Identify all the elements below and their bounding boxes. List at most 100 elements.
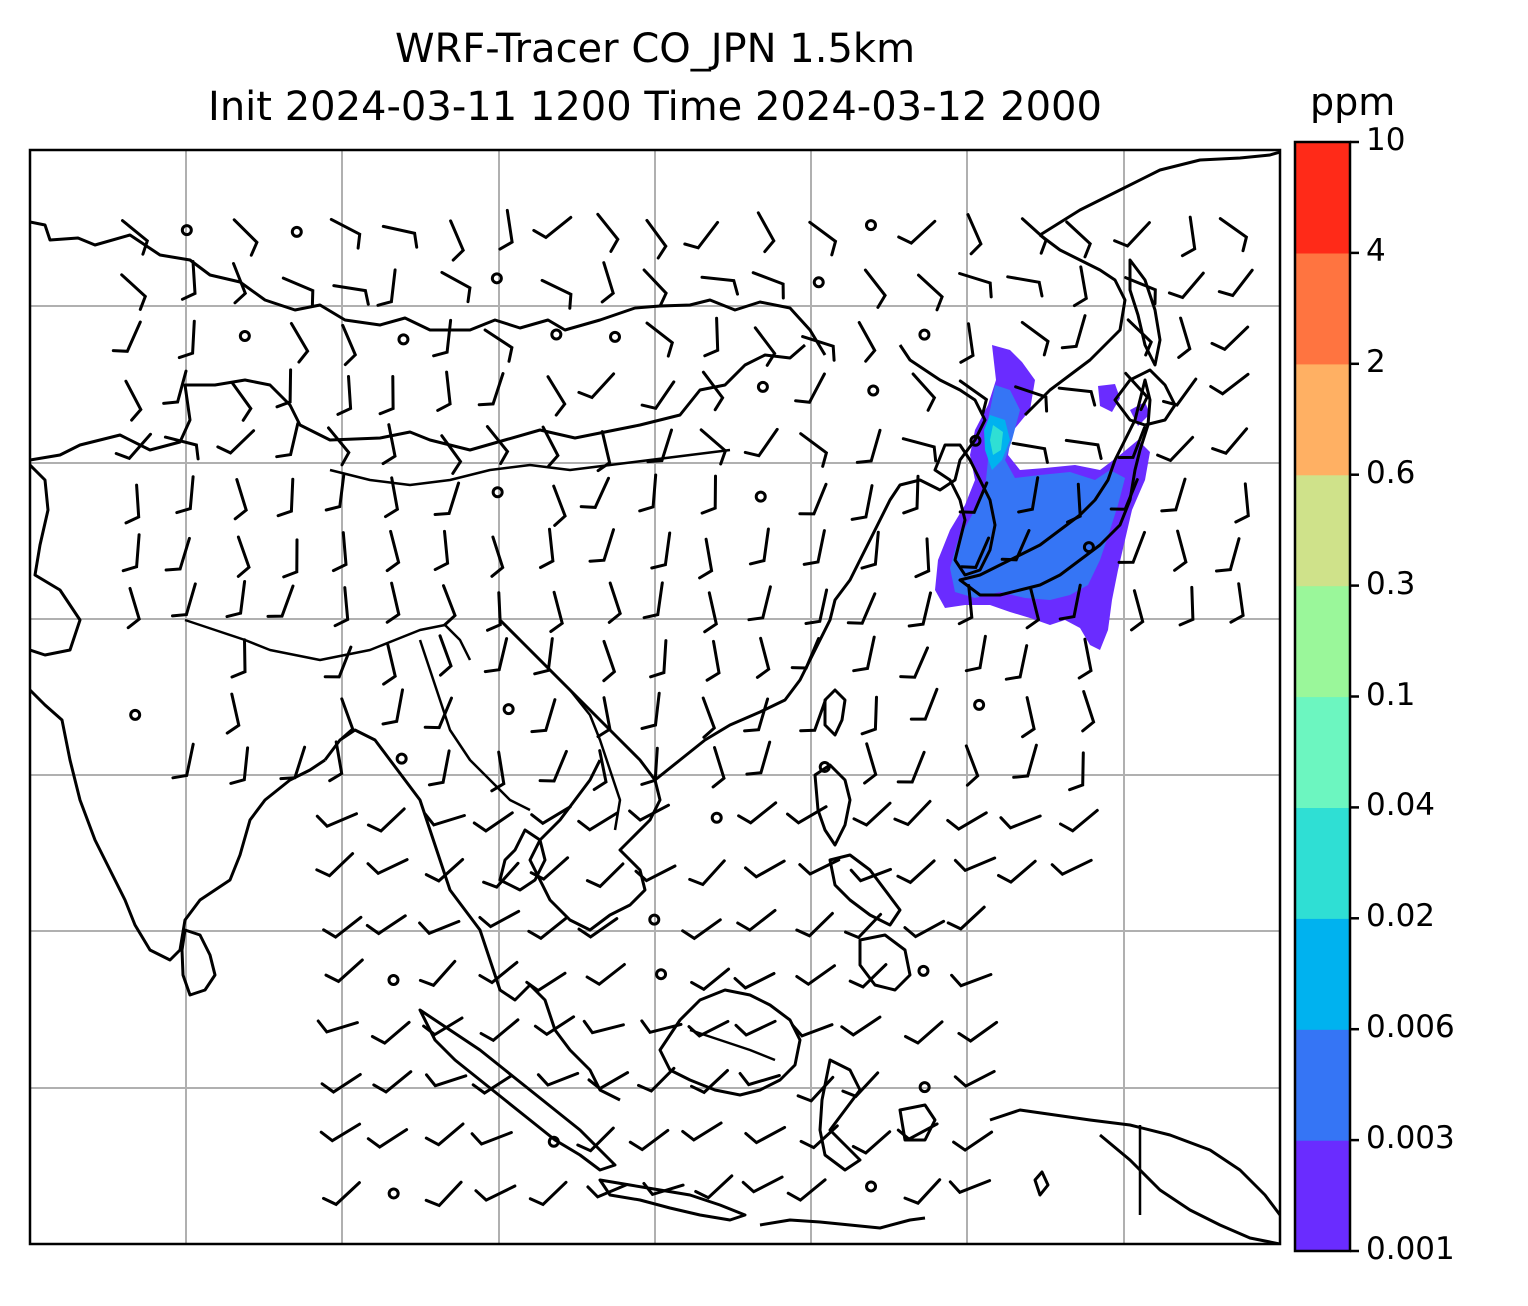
wind-barb	[699, 428, 728, 466]
wind-barb	[324, 473, 346, 512]
map-gridlines	[30, 150, 1280, 1244]
wind-barb	[857, 321, 877, 363]
wind-barb	[786, 1178, 827, 1202]
wind-barb	[849, 867, 892, 883]
coast-new-guinea-south	[1099, 1133, 1280, 1244]
wind-barb	[331, 531, 348, 573]
colorbar-segment	[1295, 142, 1350, 254]
wind-barb	[790, 637, 821, 670]
wind-barb	[1059, 808, 1099, 833]
wind-barb	[688, 859, 726, 887]
wind-barb	[532, 215, 573, 240]
wind-barb	[946, 905, 986, 931]
wind-barb	[1011, 441, 1049, 464]
colorbar-segment	[1295, 1029, 1350, 1141]
wind-barb	[478, 960, 519, 985]
wind-barb	[646, 428, 673, 464]
wind-barb	[950, 973, 993, 988]
wind-barb	[527, 916, 568, 941]
wind-barb	[1229, 582, 1245, 624]
wind-barb	[422, 1016, 464, 1037]
wind-barb	[649, 639, 668, 679]
wind-barb	[541, 425, 560, 468]
coast-okhotsk	[1023, 233, 1127, 417]
wind-barb	[1178, 585, 1195, 627]
wind-barb	[423, 696, 453, 730]
coast-sri-lanka	[180, 928, 217, 997]
wind-barb	[596, 696, 612, 739]
wind-barb	[486, 591, 502, 632]
wind-barb	[701, 696, 717, 739]
coast-gulf-of-thailand	[498, 828, 547, 892]
wind-barb	[124, 379, 143, 422]
colorbar-tick-label: 0.001	[1366, 1231, 1455, 1267]
wind-barb	[175, 475, 195, 515]
wind-barb	[705, 639, 721, 682]
wind-barb	[747, 585, 772, 622]
wind-barb	[1130, 589, 1145, 632]
coast-korea	[933, 443, 997, 577]
wind-barb	[1068, 751, 1085, 792]
wind-barb	[552, 484, 567, 527]
wind-barb	[225, 692, 241, 735]
wind-barb	[1211, 427, 1249, 455]
wind-barb	[642, 581, 664, 620]
wind-barb	[1004, 644, 1029, 681]
wind-barb	[336, 375, 353, 416]
wind-barb	[795, 964, 836, 987]
wind-barb	[229, 746, 250, 785]
colorbar-tick-label: 10	[1366, 122, 1406, 158]
calm-wind-marker	[865, 1180, 878, 1193]
wind-barb	[1156, 435, 1195, 463]
wind-barb	[1021, 696, 1036, 739]
wind-barb	[1234, 482, 1250, 524]
wind-barb	[162, 369, 188, 405]
coast-central-asia-north	[30, 220, 827, 356]
wind-barb	[1217, 268, 1254, 298]
wind-barb	[546, 375, 567, 417]
wind-barb	[121, 219, 150, 256]
wind-barb	[370, 1020, 411, 1045]
wind-barb	[418, 919, 461, 936]
wind-barb	[528, 1180, 568, 1207]
wind-barb	[860, 530, 880, 570]
wind-barb	[744, 859, 786, 879]
map-title-line-2: Init 2024-03-11 1200 Time 2024-03-12 200…	[208, 84, 1102, 130]
coast-lesser-sunda	[759, 1216, 926, 1230]
wind-barb	[957, 584, 974, 626]
wind-barb	[365, 914, 407, 936]
wind-barb	[734, 1019, 777, 1037]
wind-barb	[418, 959, 457, 988]
wind-barb	[483, 637, 509, 674]
wind-barb	[266, 584, 295, 618]
wind-barb	[585, 963, 626, 987]
calm-wind-marker	[387, 974, 400, 987]
wind-barb	[791, 1023, 834, 1038]
wind-barb	[700, 474, 717, 515]
wind-barb	[640, 1019, 683, 1035]
wind-barb	[424, 1180, 463, 1208]
colorbar-segment	[1295, 807, 1350, 919]
wind-barb	[328, 740, 344, 783]
wind-barb	[1020, 217, 1048, 255]
wind-barb	[999, 814, 1042, 830]
calm-wind-marker	[918, 328, 931, 341]
wind-barb	[1064, 438, 1103, 460]
wind-barb	[1058, 583, 1082, 621]
colorbar-tick-label: 2	[1366, 343, 1386, 380]
wind-barb	[225, 580, 247, 619]
wind-barb	[848, 963, 888, 989]
wind-barb	[1180, 215, 1197, 258]
wind-barb	[808, 220, 838, 257]
wind-barb	[433, 481, 461, 516]
wind-barb	[164, 536, 191, 572]
wind-barb	[694, 1174, 734, 1200]
wind-barb	[958, 481, 989, 514]
wind-barb	[577, 917, 619, 939]
wind-barb	[471, 1074, 513, 1095]
wind-barb	[902, 474, 920, 515]
wind-barb	[756, 211, 776, 254]
wind-barb	[592, 749, 608, 791]
wind-barb	[796, 1075, 835, 1103]
wind-barb	[607, 581, 622, 624]
